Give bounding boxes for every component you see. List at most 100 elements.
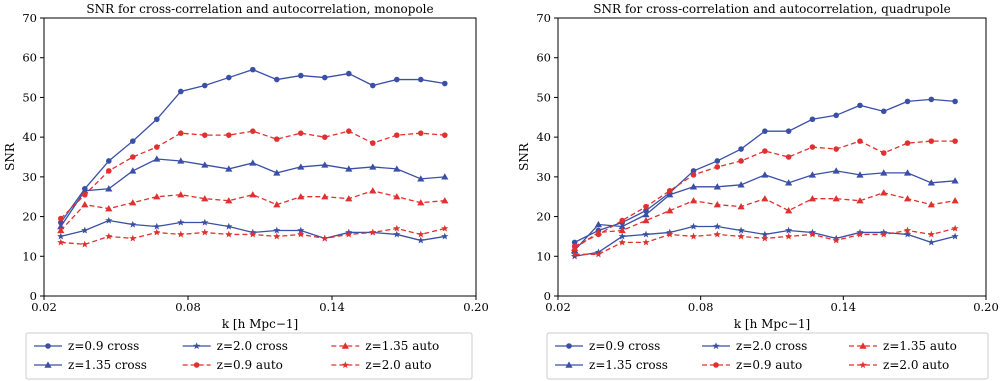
data-point bbox=[927, 230, 935, 238]
legend-marker bbox=[341, 361, 349, 369]
data-point bbox=[201, 195, 209, 202]
data-point bbox=[903, 226, 912, 234]
legend-entry: z=0.9 auto bbox=[217, 358, 283, 372]
data-point bbox=[857, 138, 863, 144]
data-point bbox=[713, 222, 721, 230]
data-point bbox=[904, 140, 911, 146]
legend-entry: z=1.35 cross bbox=[68, 358, 147, 372]
y-tick-label: 10 bbox=[22, 249, 37, 263]
data-point bbox=[177, 191, 185, 198]
data-point bbox=[952, 98, 958, 105]
y-tick-label: 10 bbox=[536, 249, 551, 263]
legend-entry: z=0.9 cross bbox=[68, 339, 139, 353]
legend-entry: z=2.0 cross bbox=[736, 339, 807, 353]
data-point bbox=[761, 195, 769, 202]
data-point bbox=[106, 158, 112, 164]
data-point bbox=[951, 197, 959, 204]
data-point bbox=[81, 240, 89, 248]
data-point bbox=[666, 187, 673, 194]
data-point bbox=[951, 232, 959, 240]
data-point bbox=[369, 163, 377, 170]
y-tick-label: 70 bbox=[22, 11, 37, 25]
data-point bbox=[713, 230, 721, 238]
data-point bbox=[369, 187, 377, 194]
data-point bbox=[274, 76, 280, 83]
data-point bbox=[273, 232, 281, 240]
data-point bbox=[643, 203, 649, 210]
data-point bbox=[369, 228, 377, 236]
data-point bbox=[153, 155, 161, 162]
legend-marker bbox=[859, 361, 867, 369]
data-point bbox=[689, 183, 698, 190]
data-point bbox=[785, 232, 793, 240]
data-point bbox=[808, 230, 817, 238]
data-point bbox=[321, 193, 329, 200]
data-point bbox=[201, 228, 209, 236]
data-point bbox=[856, 171, 864, 178]
legend-marker bbox=[565, 361, 573, 368]
data-point bbox=[201, 218, 209, 226]
data-point bbox=[642, 216, 650, 224]
legend-marker bbox=[193, 342, 201, 350]
data-point bbox=[642, 210, 650, 218]
monopole-panel: SNR for cross-correlation and autocorrel… bbox=[3, 2, 489, 380]
legend-entry: z=1.35 auto bbox=[365, 339, 439, 353]
series-line bbox=[574, 140, 956, 247]
data-point bbox=[832, 167, 840, 174]
data-point bbox=[441, 224, 449, 232]
data-point bbox=[153, 222, 161, 230]
data-point bbox=[690, 172, 697, 178]
data-point bbox=[880, 108, 887, 115]
legend-box bbox=[25, 332, 473, 380]
data-point bbox=[714, 158, 721, 164]
data-point bbox=[738, 146, 744, 152]
data-point bbox=[442, 132, 448, 138]
data-point bbox=[738, 158, 744, 164]
legend-marker bbox=[859, 342, 867, 349]
data-point bbox=[951, 177, 959, 184]
x-tick-label: 0.20 bbox=[463, 300, 489, 314]
data-point bbox=[57, 226, 65, 234]
data-point bbox=[856, 197, 864, 204]
data-point bbox=[394, 132, 400, 138]
legend-marker bbox=[193, 362, 200, 368]
data-point bbox=[643, 207, 649, 214]
legend-marker bbox=[566, 343, 572, 349]
data-point bbox=[832, 236, 840, 244]
data-point bbox=[856, 230, 864, 238]
data-point bbox=[298, 72, 304, 79]
data-point bbox=[129, 234, 137, 242]
data-point bbox=[297, 226, 305, 234]
data-point bbox=[785, 179, 793, 186]
plot-frame bbox=[557, 17, 987, 297]
data-point bbox=[441, 197, 449, 204]
data-point bbox=[785, 128, 792, 134]
data-point bbox=[177, 157, 185, 164]
x-tick-label: 0.14 bbox=[319, 300, 345, 314]
x-axis-label: k [h Mpc−1] bbox=[734, 317, 810, 331]
y-tick-label: 30 bbox=[536, 170, 551, 184]
y-tick-label: 60 bbox=[536, 51, 551, 65]
series-z-1-35-cross bbox=[571, 167, 959, 254]
data-point bbox=[249, 230, 257, 238]
y-tick-label: 0 bbox=[30, 289, 37, 303]
data-point bbox=[713, 201, 721, 208]
data-point bbox=[178, 88, 184, 95]
x-tick-label: 0.02 bbox=[545, 300, 571, 314]
data-point bbox=[57, 238, 65, 246]
data-point bbox=[785, 226, 793, 234]
legend-marker bbox=[712, 342, 720, 350]
data-point bbox=[903, 169, 912, 176]
data-point bbox=[106, 168, 112, 174]
y-tick-label: 20 bbox=[536, 210, 551, 224]
data-point bbox=[927, 179, 935, 186]
chart-title: SNR for cross-correlation and autocorrel… bbox=[86, 2, 433, 16]
data-point bbox=[761, 230, 769, 238]
data-point bbox=[808, 195, 817, 202]
x-axis-label: k [h Mpc−1] bbox=[222, 317, 298, 331]
data-point bbox=[322, 134, 328, 140]
data-point bbox=[737, 226, 745, 234]
data-point bbox=[903, 230, 912, 238]
data-point bbox=[417, 175, 425, 182]
legend-marker bbox=[341, 342, 349, 349]
